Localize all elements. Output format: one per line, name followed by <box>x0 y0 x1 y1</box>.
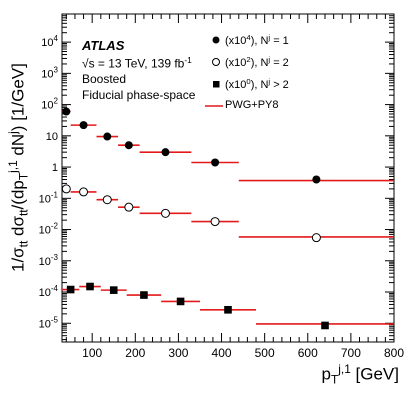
y-tick-exponent: -2 <box>51 222 59 231</box>
x-tick-label: 100 <box>82 346 102 360</box>
legend-marker-filled-circle <box>212 36 220 44</box>
data-point <box>224 305 232 314</box>
x-tick-label: 400 <box>212 346 232 360</box>
legend-entry-mc: PWG+PY8 <box>225 99 279 111</box>
y-tick-base: 10 <box>39 256 51 268</box>
data-point <box>109 286 118 294</box>
y-tick-base: 10 <box>41 100 53 112</box>
y-tick-base: 10 <box>39 318 51 330</box>
data-point <box>210 217 220 227</box>
y-tick-base: 10 <box>39 225 51 237</box>
data-point <box>311 233 321 243</box>
y-tick-exponent: 2 <box>54 97 59 106</box>
data-point <box>124 141 133 150</box>
y-tick-exponent: -3 <box>51 253 59 262</box>
experiment-label: ATLAS <box>82 38 125 53</box>
y-tick-label: 10-3 <box>39 253 59 268</box>
data-point <box>312 175 321 184</box>
legend-marker-square <box>213 81 220 88</box>
x-tick-label: 600 <box>298 346 318 360</box>
selection-label: Boosted <box>82 72 127 86</box>
legend-entry-nj3: (x100), Nj > 2 <box>225 77 289 92</box>
phase-space-label: Fiducial phase-space <box>82 88 196 102</box>
x-tick-label: 800 <box>384 346 404 360</box>
data-point <box>124 202 134 212</box>
data-point <box>79 187 89 197</box>
energy-lumi-label: √s = 13 TeV, 139 fb-1 <box>82 55 192 71</box>
y-tick-base: 10 <box>39 193 51 205</box>
y-tick-exponent: -1 <box>51 190 59 199</box>
x-tick-label: 300 <box>168 346 188 360</box>
x-tick-label: 700 <box>341 346 361 360</box>
y-tick-label: 10-1 <box>39 190 59 205</box>
data-point <box>62 107 71 116</box>
legend-marker-open-circle <box>212 58 220 66</box>
y-tick-label: 10-2 <box>39 222 59 237</box>
y-tick-label: 10-5 <box>39 315 59 330</box>
data-point <box>160 208 170 218</box>
x-tick-label: 200 <box>125 346 145 360</box>
y-tick-exponent: -4 <box>51 284 59 293</box>
y-tick-label: 1 <box>52 162 58 174</box>
y-tick-label: 102 <box>41 97 58 112</box>
y-axis-label: 1/σtt dσtt/(dpTj,1 dNj) [1/GeV] <box>6 63 31 272</box>
data-point <box>161 148 170 157</box>
data-point <box>66 285 75 294</box>
legend-entry-nj1: (x104), Nj = 1 <box>225 33 289 48</box>
y-tick-exponent: 3 <box>54 65 59 74</box>
data-point <box>140 291 148 299</box>
y-tick-exponent: -5 <box>51 315 59 324</box>
y-tick-exponent: 4 <box>54 34 59 43</box>
data-point <box>61 184 71 194</box>
legend-entry-nj2: (x102), Nj = 2 <box>225 55 289 70</box>
x-tick-label: 500 <box>255 346 275 360</box>
y-tick-label: 104 <box>41 34 58 49</box>
plot-frame <box>61 13 395 343</box>
y-tick-label: 103 <box>41 65 58 80</box>
data-point <box>176 297 185 306</box>
y-tick-base: 10 <box>39 287 51 299</box>
y-tick-base: 10 <box>41 68 53 80</box>
data-point <box>86 282 94 291</box>
data-point <box>79 121 88 130</box>
y-tick-base: 10 <box>41 37 53 49</box>
data-point <box>103 132 112 141</box>
data-point <box>321 321 329 330</box>
data-point <box>102 195 112 205</box>
data-point <box>211 158 220 167</box>
y-tick-label: 10 <box>46 131 58 143</box>
y-tick-label: 10-4 <box>39 284 59 299</box>
x-axis-label: pTj,1 [GeV] <box>321 362 399 387</box>
